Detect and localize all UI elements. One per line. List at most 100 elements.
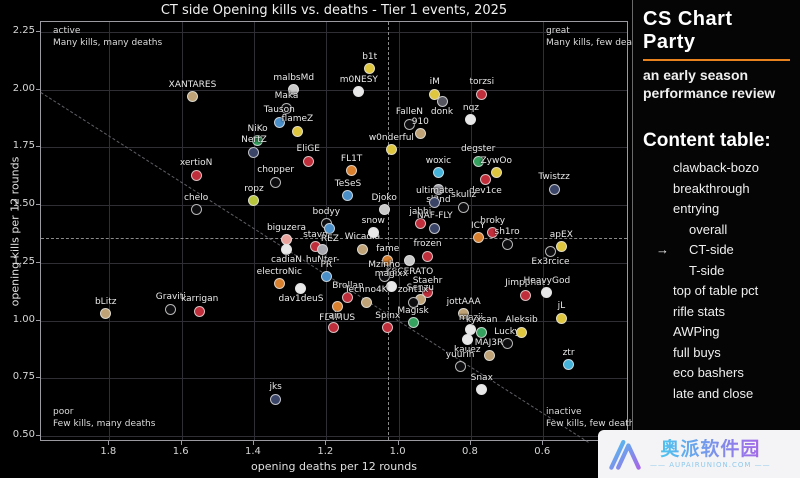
quadrant-label-great: great Many kills, few deaths (546, 26, 646, 48)
point-label-degster: degster (460, 144, 496, 155)
x-tick-mark (252, 441, 254, 445)
point-label-Spinx: Spinx (375, 310, 401, 321)
y-tick-mark (36, 261, 40, 263)
point-label-ropz: ropz (244, 183, 264, 194)
point-w0nderful (385, 144, 397, 156)
toc-item-entrying: entrying (673, 201, 720, 216)
point-rain (328, 322, 340, 334)
point-label-bLitz: bLitz (94, 296, 117, 307)
x-tick-mark (108, 441, 110, 445)
point-label-NiKo: NiKo (247, 123, 268, 134)
point-NertZ (248, 146, 260, 158)
point-nqz (465, 114, 477, 126)
x-tick-label: 1.4 (245, 446, 261, 457)
point-NAF-FLY (429, 222, 441, 234)
point-karrigan (194, 305, 206, 317)
point-Tauson (273, 116, 285, 128)
point-chopper (270, 176, 282, 188)
point-label-FL1T: FL1T (340, 153, 363, 164)
point-label-malbsMd: malbsMd (273, 72, 315, 83)
point-label-TeSeS: TeSeS (334, 178, 362, 189)
point-Wicadia (356, 243, 368, 255)
point-jL (555, 312, 567, 324)
point-Aleksib (516, 326, 528, 338)
point-flameZ (291, 125, 303, 137)
point-label-woxic: woxic (425, 155, 452, 166)
gridline-x (109, 22, 111, 440)
point-label-broky: broky (480, 215, 506, 226)
point-label-nqz: nqz (462, 102, 480, 113)
x-axis-label: opening deaths per 12 rounds (251, 460, 417, 473)
point-label-REZ: REZ (320, 234, 339, 245)
x-tick-label: 1.0 (389, 446, 406, 457)
point-label-NertZ: NertZ (241, 135, 267, 146)
chart-area: CT side Opening kills vs. deaths - Tier … (9, 3, 646, 473)
point-label-yuurih: yuurih (445, 349, 475, 360)
point-FalleN (403, 118, 415, 130)
point-malbsMd (288, 84, 300, 96)
sidebar-title: CS Chart Party (643, 8, 733, 53)
gridline-y (41, 89, 627, 91)
point-degster (472, 155, 484, 167)
point-label-ultimate: ultimate (415, 185, 454, 196)
x-tick-label: 1.2 (317, 446, 334, 457)
quadrant-label-poor: poor Few kills, many deaths (53, 407, 156, 429)
point-label-frozen: frozen (413, 239, 442, 249)
gridline-y (41, 205, 627, 207)
toc-item-ct-side: → CT-side (656, 240, 800, 261)
point-chelo (190, 204, 202, 216)
point-label-Twistzz: Twistzz (538, 172, 570, 182)
point-label-EliGE: EliGE (296, 144, 320, 155)
active-item-arrow-icon: → (656, 242, 669, 257)
point-jabbi (414, 218, 426, 230)
point-label-MAJ3R: MAJ3R (474, 338, 504, 349)
point-label-Lucky: Lucky (494, 326, 520, 337)
gridline-y (41, 378, 627, 380)
point-cadiaN (281, 243, 293, 255)
point-m0NESY (353, 86, 365, 98)
gridline-x (398, 22, 400, 440)
y-tick-label: 0.75 (12, 371, 35, 383)
point-REZ (324, 222, 336, 234)
gridline-y (41, 262, 627, 264)
point-yuurih (454, 361, 466, 373)
point-donk (436, 95, 448, 107)
point-xertioN (190, 169, 202, 181)
point-label-magixx: magixx (374, 269, 408, 280)
point-Magisk (407, 317, 419, 329)
point-label-jL: jL (557, 301, 566, 312)
point-Staehr (422, 287, 434, 299)
y-tick-mark (36, 435, 40, 437)
y-tick-mark (36, 30, 40, 32)
point-FL1T (346, 165, 358, 177)
point-label-electroNic: electroNic (256, 266, 302, 277)
point-ropz (248, 195, 260, 207)
point-label-Maka: Maka (274, 91, 299, 102)
point-FL4MUS (331, 301, 343, 313)
x-tick-mark (469, 441, 471, 445)
point-label-Graviti: Graviti (155, 292, 186, 303)
y-tick-label: 1.75 (12, 140, 35, 152)
point-sh1ro (501, 238, 513, 250)
y-tick-label: 0.50 (12, 429, 35, 441)
point-XANTARES (187, 91, 198, 103)
point-Djoko (378, 204, 390, 216)
point-910 (414, 128, 426, 140)
point-label-zont1x: zont1x (397, 285, 429, 296)
point-b1t (364, 63, 376, 75)
point-label-Tauson: Tauson (263, 105, 295, 116)
sidebar-subtitle: an early season performance review (643, 67, 776, 101)
point-label-Djoko: Djoko (371, 192, 397, 203)
point-snow (367, 227, 379, 239)
point-label-910: 910 (411, 116, 429, 127)
point-HeavyGod (541, 287, 553, 299)
point-label-bodyy: bodyy (312, 206, 341, 217)
point-ztr (563, 359, 575, 371)
gridline-x (181, 22, 183, 440)
y-tick-mark (36, 204, 40, 206)
point-kauez (461, 333, 473, 345)
point-Maka (281, 102, 293, 114)
point-label-iM: iM (429, 77, 440, 88)
watermark-url-text: —— AUPAIRUNION.COM —— (650, 461, 771, 469)
